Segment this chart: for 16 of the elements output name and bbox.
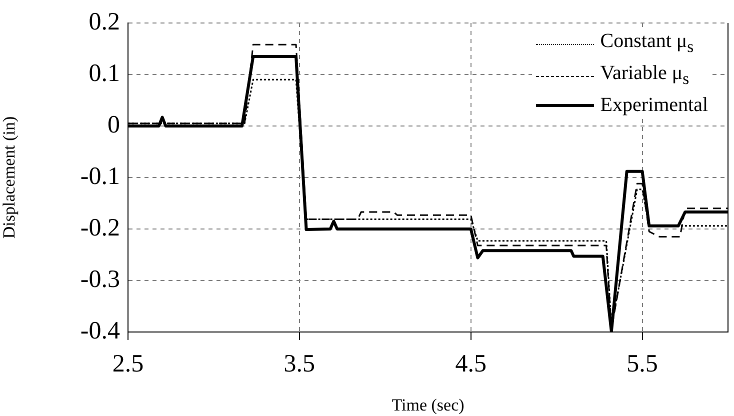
y-tick-label: -0.4 (80, 318, 120, 345)
x-tick-label: 3.5 (284, 350, 316, 378)
y-tick-label: 0.2 (88, 8, 120, 36)
y-tick-label: -0.3 (80, 266, 120, 294)
x-tick-label: 5.5 (626, 350, 658, 378)
y-tick-label: -0.2 (80, 214, 120, 242)
y-axis-title: Displacement (in) (0, 116, 19, 239)
x-tick-label: 2.5 (112, 350, 144, 378)
y-tick-label: 0.1 (88, 60, 120, 88)
legend-label: Variable μ$_{s}$ (600, 61, 690, 90)
x-tick-label: 4.5 (455, 350, 486, 378)
legend-label: Constant μ$_{s}$ (600, 29, 694, 58)
legend-label: Experimental (600, 93, 708, 118)
x-axis-title: Time (sec) (392, 395, 464, 414)
y-tick-label: -0.1 (80, 163, 120, 190)
y-tick-label: 0 (108, 112, 120, 139)
